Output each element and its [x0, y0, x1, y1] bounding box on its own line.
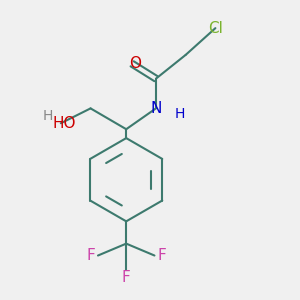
Text: H: H	[42, 109, 52, 123]
Text: O: O	[129, 56, 141, 71]
Text: F: F	[122, 270, 130, 285]
Text: N: N	[150, 101, 162, 116]
Text: Cl: Cl	[208, 21, 223, 36]
Text: F: F	[86, 248, 95, 263]
Text: H: H	[175, 107, 185, 121]
Text: F: F	[158, 248, 166, 263]
Text: HO: HO	[52, 116, 76, 131]
